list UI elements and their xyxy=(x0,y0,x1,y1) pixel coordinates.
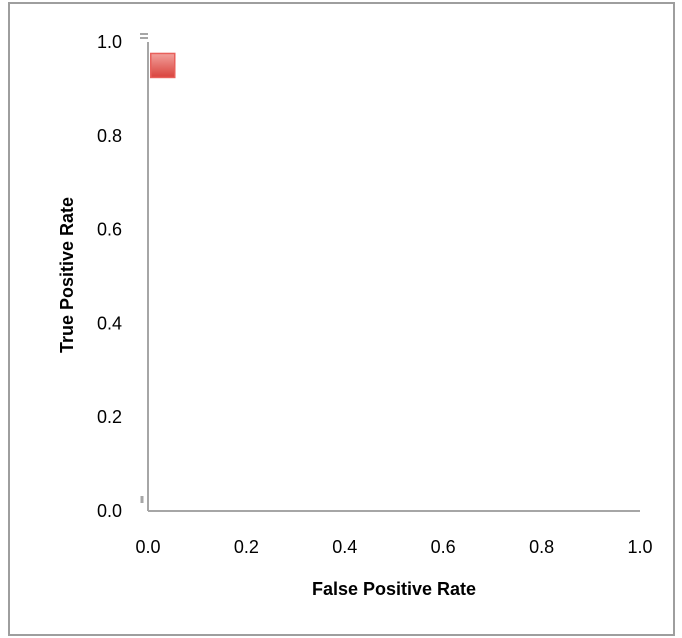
y-tick-labels: 0.0 0.2 0.4 0.6 0.8 1.0 xyxy=(97,32,122,521)
x-tick-label: 0.0 xyxy=(135,537,160,557)
x-axis-title: False Positive Rate xyxy=(312,579,476,599)
x-tick-label: 0.2 xyxy=(234,537,259,557)
chart-frame xyxy=(8,2,675,636)
y-tick-label: 0.0 xyxy=(97,501,122,521)
y-axis-title: True Positive Rate xyxy=(57,197,77,353)
data-point-marker xyxy=(150,52,176,79)
x-tick-labels: 0.0 0.2 0.4 0.6 0.8 1.0 xyxy=(135,537,652,557)
x-tick-label: 0.6 xyxy=(431,537,456,557)
plot-axes xyxy=(140,33,640,512)
data-points xyxy=(150,52,176,79)
y-tick-label: 0.4 xyxy=(97,313,122,333)
x-tick-label: 0.8 xyxy=(529,537,554,557)
x-tick-label: 0.4 xyxy=(332,537,357,557)
y-tick-label: 0.2 xyxy=(97,407,122,427)
x-tick-label: 1.0 xyxy=(627,537,652,557)
y-tick-label: 1.0 xyxy=(97,32,122,52)
y-tick-label: 0.8 xyxy=(97,126,122,146)
y-tick-label: 0.6 xyxy=(97,220,122,240)
